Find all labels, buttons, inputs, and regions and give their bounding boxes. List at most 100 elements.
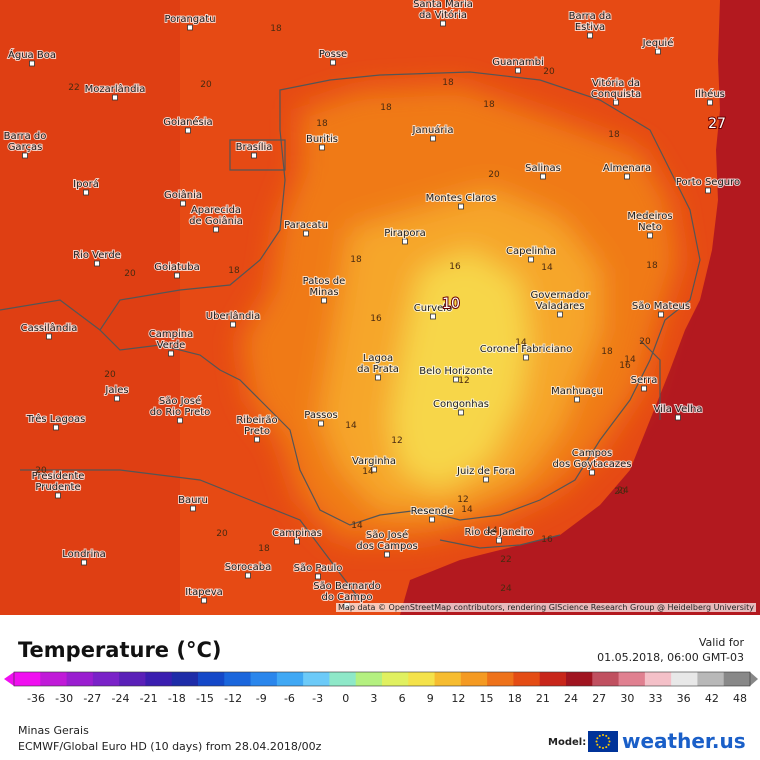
- city-marker[interactable]: Capelinha: [505, 245, 557, 263]
- city-marker[interactable]: Posse: [318, 48, 348, 66]
- city-marker[interactable]: Porangatu: [163, 13, 217, 31]
- city-dot: [81, 559, 87, 566]
- eu-star: [596, 737, 599, 740]
- scale-tick-label: -27: [83, 692, 101, 705]
- city-marker[interactable]: Patos de Minas: [302, 275, 346, 304]
- city-marker[interactable]: Três Lagoas: [25, 412, 86, 431]
- city-marker[interactable]: Cassilândia: [20, 321, 78, 340]
- city-marker[interactable]: Iporá: [72, 177, 100, 196]
- city-marker[interactable]: Passos: [303, 409, 339, 427]
- city-marker[interactable]: Pirapora: [383, 227, 427, 245]
- city-marker[interactable]: Santa Maria da Vitória: [412, 0, 474, 27]
- city-marker[interactable]: Curvelo: [413, 302, 453, 320]
- city-marker[interactable]: Manhuaçu: [550, 385, 604, 403]
- city-label: Paracatu: [284, 220, 328, 231]
- isoline-label: 16: [370, 314, 382, 324]
- city-marker[interactable]: Governador Valadares: [530, 289, 591, 318]
- city-marker[interactable]: São Paulo: [293, 562, 343, 580]
- city-marker[interactable]: Almenara: [602, 162, 652, 180]
- scale-tick-label: -21: [140, 692, 158, 705]
- city-marker[interactable]: Barra da Estiva: [568, 10, 612, 39]
- isoline-label: 18: [258, 544, 270, 554]
- city-dot: [641, 385, 647, 392]
- city-label: Água Boa: [8, 48, 56, 61]
- city-marker[interactable]: Resende: [410, 505, 454, 523]
- city-label: Medeiros Neto: [627, 211, 672, 233]
- city-marker[interactable]: Brasília: [235, 140, 273, 159]
- city-marker[interactable]: Serra: [630, 374, 658, 392]
- city-marker[interactable]: São José do Rio Preto: [149, 394, 211, 424]
- city-marker[interactable]: Paracatu: [283, 219, 329, 237]
- city-marker[interactable]: Jequié: [641, 36, 674, 55]
- city-marker[interactable]: Congonhas: [432, 398, 490, 416]
- city-marker[interactable]: Porto Seguro: [675, 176, 741, 194]
- city-label: São José dos Campos: [356, 529, 417, 552]
- scale-tick-label: 6: [399, 692, 406, 705]
- city-marker[interactable]: Água Boa: [7, 47, 57, 67]
- city-label: Sorocaba: [225, 562, 272, 573]
- city-dot: [574, 396, 580, 403]
- city-marker[interactable]: Vitória da Conquista: [590, 76, 642, 106]
- isoline-label: 14: [351, 521, 363, 531]
- isoline-label: 18: [350, 255, 362, 265]
- city-marker[interactable]: Campos dos Goytacazes: [552, 447, 632, 476]
- scale-color-cell: [198, 672, 225, 686]
- city-dot: [254, 436, 260, 443]
- legend-title: Temperature (°C): [18, 638, 222, 662]
- city-label: Mozarlândia: [85, 83, 146, 95]
- scale-tick-label: 27: [592, 692, 606, 705]
- temperature-map[interactable]: Porangatu Santa Maria da Vitória Barra da Es…: [0, 0, 760, 615]
- city-marker[interactable]: Goianésia: [162, 115, 214, 134]
- city-marker[interactable]: Medeiros Neto: [626, 210, 674, 239]
- isoline-label: 22: [68, 83, 79, 93]
- city-marker[interactable]: Aparecida de Goiânia: [188, 204, 244, 233]
- city-marker[interactable]: Jales: [103, 384, 130, 402]
- city-marker[interactable]: Londrina: [61, 548, 107, 566]
- city-marker[interactable]: Presidente Prudente: [31, 470, 85, 499]
- city-marker[interactable]: Uberlândia: [205, 309, 261, 328]
- city-label: Goianésia: [163, 116, 212, 128]
- city-marker[interactable]: Goiatuba: [153, 261, 201, 279]
- city-marker[interactable]: Rio de Janeiro: [463, 526, 535, 544]
- scale-tick-label: 21: [536, 692, 550, 705]
- city-marker[interactable]: Rio Verde: [72, 249, 122, 267]
- city-marker[interactable]: Campinas: [271, 527, 323, 545]
- isoline-label: 18: [380, 103, 392, 113]
- city-marker[interactable]: Montes Claros: [425, 192, 497, 210]
- city-marker[interactable]: Juiz de Fora: [455, 465, 516, 483]
- city-marker[interactable]: Guanambi: [491, 56, 545, 74]
- city-marker[interactable]: Belo Horizonte: [418, 365, 494, 383]
- scale-color-cell: [276, 672, 304, 686]
- city-marker[interactable]: Ribeirão Preto: [235, 414, 279, 443]
- city-dot: [624, 173, 630, 180]
- city-marker[interactable]: São José dos Campos: [355, 528, 419, 558]
- city-marker[interactable]: Coronel Fabriciano: [479, 343, 573, 361]
- city-label: Londrina: [62, 549, 106, 560]
- city-label: Campos dos Goytacazes: [553, 448, 632, 470]
- city-marker[interactable]: São Mateus: [631, 300, 691, 318]
- city-marker[interactable]: Varginha: [351, 455, 397, 473]
- city-marker[interactable]: Barra do Garças: [3, 130, 47, 159]
- city-marker[interactable]: Ilhéus: [694, 87, 726, 106]
- city-dot: [53, 424, 59, 431]
- city-dot: [321, 297, 327, 304]
- city-marker[interactable]: Itapeva: [184, 586, 224, 604]
- scale-color-cell: [382, 672, 409, 686]
- city-marker[interactable]: Goiânia: [163, 188, 203, 207]
- city-marker[interactable]: Vila Velha: [653, 403, 703, 421]
- city-dot: [440, 20, 446, 27]
- city-marker[interactable]: Bauru: [177, 494, 209, 512]
- city-dot: [319, 144, 325, 151]
- city-marker[interactable]: Salinas: [524, 162, 562, 180]
- city-marker[interactable]: Lagoa da Prata: [356, 352, 400, 381]
- city-marker[interactable]: Sorocaba: [224, 561, 272, 579]
- city-dot: [587, 32, 593, 39]
- city-marker[interactable]: Buritis: [305, 133, 339, 151]
- city-marker[interactable]: Mozarlândia: [84, 82, 146, 101]
- brand-logo[interactable]: weather.us: [622, 729, 746, 753]
- city-marker[interactable]: Januária: [411, 123, 454, 142]
- isoline-label: 18: [483, 100, 495, 110]
- isoline-label: 18: [270, 24, 282, 34]
- city-marker[interactable]: Campina Verde: [148, 328, 194, 357]
- scale-color-cell: [171, 672, 199, 686]
